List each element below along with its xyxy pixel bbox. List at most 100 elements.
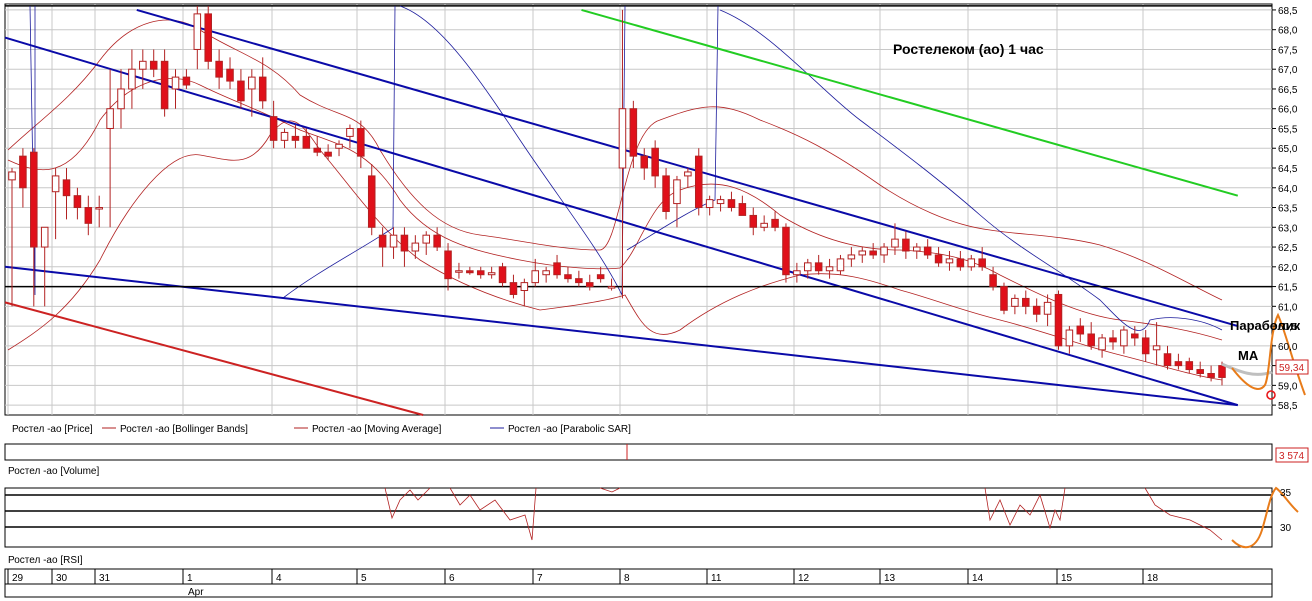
- candle: [564, 266, 572, 283]
- candle: [182, 69, 191, 89]
- candle-body: [1000, 286, 1008, 311]
- candle-body: [564, 274, 572, 280]
- candle-body: [19, 155, 27, 189]
- candle-body: [585, 282, 594, 288]
- candle: [509, 274, 518, 299]
- candle: [705, 195, 714, 216]
- candle-body: [455, 270, 463, 273]
- candle: [1022, 290, 1030, 315]
- candle: [989, 266, 997, 291]
- candle: [956, 250, 965, 271]
- candle: [302, 128, 311, 149]
- candle-body: [673, 179, 681, 205]
- price-tick-label: 67,5: [1278, 45, 1298, 56]
- candle-body: [139, 60, 147, 70]
- candle-body: [542, 270, 550, 276]
- annotation-parabolic-label: Параболик: [1230, 318, 1301, 333]
- candle-body: [1076, 325, 1085, 335]
- rsi-line: [384, 487, 1223, 541]
- candle: [95, 195, 103, 228]
- candle-body: [1120, 329, 1128, 347]
- candle-body: [291, 135, 300, 141]
- rsi-pane-label: Ростел -ао [RSI]: [8, 555, 83, 566]
- candle-body: [1185, 361, 1194, 371]
- parabolic-sar-line: [29, 5, 1223, 331]
- candle: [335, 140, 343, 157]
- price-tick-label: 61,5: [1278, 283, 1298, 294]
- candles: [8, 5, 1226, 386]
- candle: [367, 164, 376, 236]
- price-tick-label: 64,0: [1278, 184, 1298, 195]
- candle: [422, 231, 431, 255]
- candle-body: [258, 76, 267, 102]
- candle-body: [531, 270, 540, 284]
- candle: [400, 227, 409, 267]
- candle: [19, 148, 27, 208]
- candle: [629, 100, 638, 169]
- candle: [62, 168, 71, 220]
- candle: [1043, 294, 1052, 327]
- candle-body: [869, 250, 877, 256]
- candle: [1120, 326, 1128, 354]
- candle: [880, 243, 888, 263]
- candle: [891, 223, 899, 255]
- candle-body: [280, 131, 289, 141]
- candle-body: [62, 179, 71, 197]
- candle: [128, 49, 136, 109]
- candle-body: [684, 171, 692, 177]
- candle-body: [1152, 345, 1161, 351]
- price-tick-label: 65,0: [1278, 144, 1298, 155]
- candle-body: [476, 270, 485, 276]
- candle-body: [651, 147, 659, 177]
- candle: [269, 100, 278, 149]
- volume-pane: [4, 443, 1273, 461]
- candle: [771, 211, 779, 232]
- month-label: Apr: [188, 587, 204, 598]
- middle-channel-line: [4, 36, 1239, 407]
- price-tick-label: 60,0: [1278, 342, 1298, 353]
- date-ticks: 29 30 31 1 4 5 6 7 8 11 12 13 14 15 18: [7, 569, 1159, 584]
- candle: [248, 69, 256, 117]
- candle-body: [596, 274, 605, 280]
- date-tick-label: 8: [624, 573, 630, 584]
- candle-body: [1098, 337, 1106, 351]
- candle-body: [226, 68, 234, 82]
- candle: [1152, 322, 1161, 366]
- candle-body: [945, 258, 954, 264]
- price-tick-label: 66,0: [1278, 105, 1298, 116]
- candle-body: [891, 238, 899, 248]
- candle: [673, 175, 681, 228]
- candle-body: [1131, 333, 1139, 339]
- candle-body: [923, 246, 932, 256]
- price-tick-label: 64,5: [1278, 164, 1298, 175]
- rsi-pane: [4, 487, 1273, 548]
- candle-body: [8, 171, 16, 181]
- rsi-tick-label: 35: [1280, 488, 1292, 499]
- candle: [411, 235, 420, 259]
- candle-body: [160, 60, 169, 110]
- candle: [814, 254, 823, 275]
- candle-body: [847, 254, 856, 260]
- price-tick-label: 62,0: [1278, 263, 1298, 274]
- candle-body: [269, 116, 278, 141]
- last-price-box: [1275, 359, 1309, 375]
- candle: [258, 57, 267, 109]
- price-gridlines: [5, 5, 1272, 406]
- candle-body: [1218, 365, 1226, 378]
- candle: [662, 168, 670, 220]
- candle: [694, 148, 703, 216]
- candle-body: [738, 203, 747, 216]
- candle-body: [117, 88, 125, 110]
- candle: [967, 254, 976, 271]
- price-tick-label: 68,5: [1278, 6, 1298, 17]
- candle-body: [335, 143, 343, 149]
- candle-body: [760, 222, 768, 228]
- date-tick-label: 18: [1147, 573, 1159, 584]
- candle-body: [149, 60, 158, 70]
- candle-body: [378, 234, 387, 248]
- candle: [193, 5, 202, 70]
- candle: [913, 243, 921, 259]
- candle-body: [357, 127, 365, 157]
- lower-channel-line: [4, 265, 1238, 407]
- price-tick-label: 59,0: [1278, 381, 1298, 392]
